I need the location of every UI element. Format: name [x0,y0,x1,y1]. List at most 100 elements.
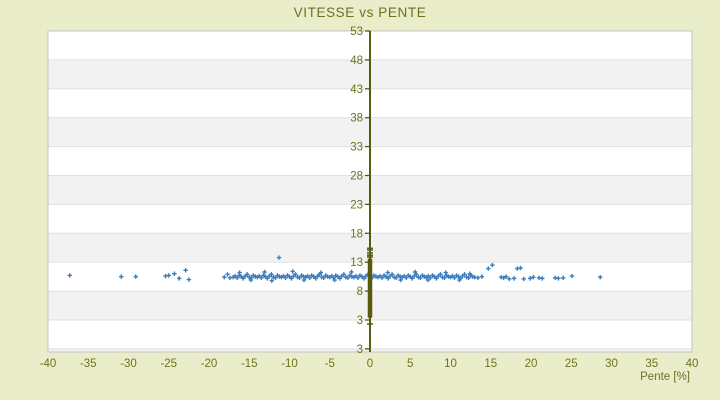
data-point [345,275,351,280]
data-point [361,276,367,281]
data-point [410,276,415,281]
y-tick-label: 43 [350,84,363,96]
y-tick-label: 13 [350,257,363,269]
data-point [443,270,448,275]
x-axis-title: Pente [%] [640,371,690,383]
x-tick-label: -40 [40,358,57,370]
data-point [561,275,566,280]
data-point [556,276,561,281]
y-tick-label: 18 [350,228,363,240]
data-point [331,275,336,280]
data-point [379,275,385,280]
data-point [518,265,523,271]
x-tick-label: -15 [241,358,258,370]
x-tick-label: 25 [565,358,578,370]
x-tick-label: -35 [80,358,97,370]
data-point [301,277,307,283]
y-tick-label: 38 [350,113,363,125]
data-point [337,276,343,281]
data-point [269,272,274,277]
data-point [503,274,509,279]
data-point [332,277,337,283]
data-point [490,262,495,268]
data-point [521,276,526,282]
chart-title: VITESSE vs PENTE [293,5,427,20]
y-tick-label: 23 [350,199,363,211]
data-point [501,275,506,280]
data-point [172,271,177,276]
data-point [259,275,264,280]
data-point [293,272,298,277]
y-tick-label: 53 [350,26,363,38]
data-point [434,276,439,281]
data-point [438,272,443,277]
y-tick-label: 3 [357,315,363,327]
y-tick-label: 8 [357,286,363,298]
data-point [569,273,575,279]
y-tick-label: 33 [350,142,363,154]
x-tick-label: 5 [407,358,413,370]
data-point [186,277,192,282]
data-point [540,276,545,281]
y-tick-label: 3 [357,344,363,356]
data-point [183,268,188,273]
data-point [166,273,171,278]
x-tick-label: -5 [325,358,335,370]
data-point [289,276,294,281]
data-point [222,275,227,280]
data-point [389,272,395,277]
x-tick-label: 30 [605,358,618,370]
data-point [466,275,471,280]
data-point [262,269,267,275]
data-point [265,276,270,281]
data-point [318,270,324,275]
data-point [479,274,485,279]
data-point [273,275,278,280]
x-tick-label: 15 [484,358,497,370]
x-tick-label: 10 [444,358,457,370]
data-point [531,275,536,280]
data-point [269,278,274,283]
x-tick-label: -30 [120,358,137,370]
x-tick-label: 0 [367,358,373,370]
data-point [225,272,230,277]
data-point [385,276,391,281]
x-tick-label: 35 [645,358,658,370]
data-point [507,276,512,282]
y-tick-label: 48 [350,55,363,67]
data-point [527,276,533,281]
data-point [467,271,473,276]
data-point [177,276,182,281]
data-point [398,277,403,283]
data-point [119,274,124,279]
data-point [414,272,419,277]
data-point [349,269,354,275]
data-point [412,269,418,275]
data-point [425,277,431,283]
data-point [428,275,433,280]
data-point [457,277,462,283]
data-point [452,275,457,280]
data-point [241,276,246,281]
data-point [290,269,295,274]
data-point [283,275,288,280]
data-point [475,275,481,280]
data-point [442,275,447,280]
data-point [248,277,254,283]
data-point [237,270,242,275]
data-point [393,275,399,280]
x-tick-label: 20 [525,358,538,370]
data-point [313,276,318,281]
data-point [404,275,409,280]
data-point [486,266,491,271]
data-point [598,275,603,280]
x-tick-label: -10 [281,358,298,370]
x-tick-label: -20 [201,358,218,370]
data-point [234,275,240,280]
data-point [321,275,326,280]
data-point [245,272,250,277]
data-point [385,270,390,275]
data-point [67,273,72,278]
data-point [355,275,361,280]
